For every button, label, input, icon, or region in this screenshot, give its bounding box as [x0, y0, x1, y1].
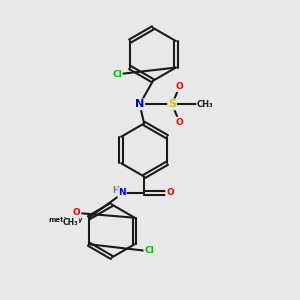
Text: N: N	[135, 99, 144, 110]
Text: O: O	[73, 208, 81, 217]
Text: O: O	[176, 82, 183, 91]
Text: S: S	[168, 99, 176, 110]
Text: O: O	[166, 188, 174, 197]
Text: CH₃: CH₃	[197, 100, 214, 109]
Text: O: O	[176, 118, 183, 127]
Text: Cl: Cl	[112, 70, 122, 79]
Text: Cl: Cl	[144, 246, 154, 255]
Text: H: H	[112, 186, 119, 195]
Text: N: N	[118, 188, 126, 197]
Text: methoxy: methoxy	[49, 217, 83, 223]
Text: CH₃: CH₃	[63, 218, 79, 227]
